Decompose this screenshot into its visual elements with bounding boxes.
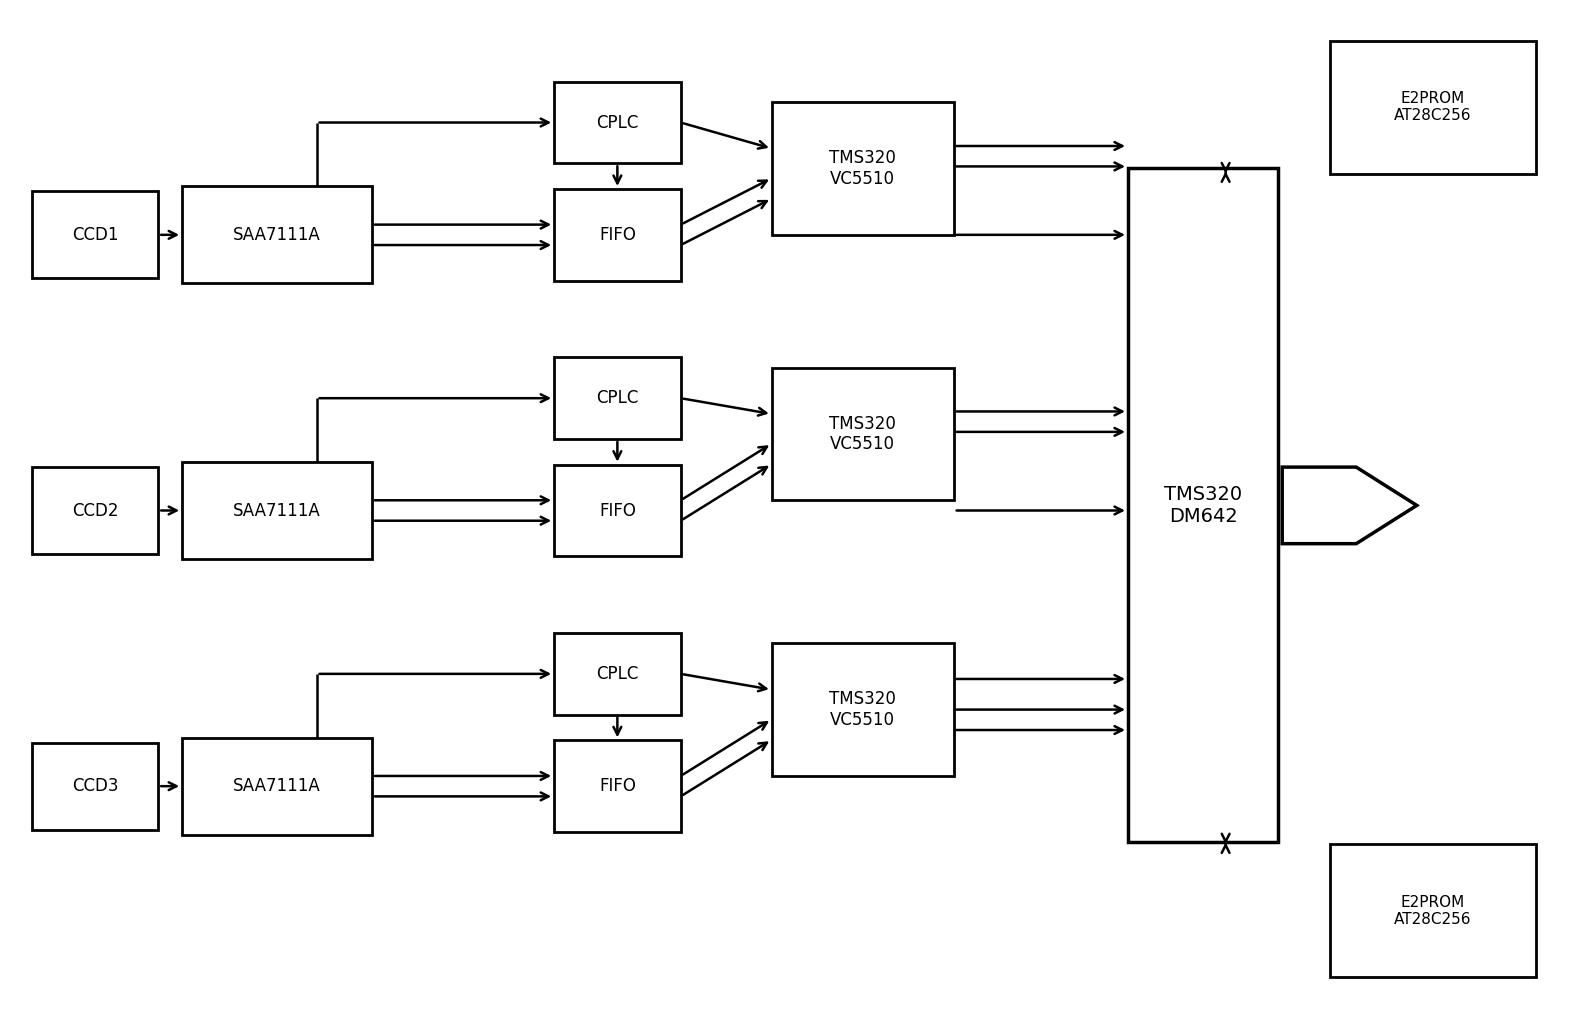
Text: CCD3: CCD3 <box>71 777 119 795</box>
Text: SAA7111A: SAA7111A <box>233 501 321 520</box>
Text: CPLC: CPLC <box>597 389 638 407</box>
Bar <box>773 643 953 776</box>
Bar <box>554 465 681 556</box>
Bar <box>32 743 158 829</box>
Bar <box>182 738 372 835</box>
Text: E2PROM
AT28C256: E2PROM AT28C256 <box>1395 894 1471 927</box>
Text: TMS320
VC5510: TMS320 VC5510 <box>829 149 896 188</box>
Bar <box>554 357 681 439</box>
Bar <box>554 189 681 281</box>
Bar <box>554 633 681 715</box>
Text: FIFO: FIFO <box>598 226 636 244</box>
Bar <box>1127 168 1279 842</box>
Text: FIFO: FIFO <box>598 777 636 795</box>
Text: FIFO: FIFO <box>598 501 636 520</box>
Bar <box>1330 844 1536 977</box>
Bar <box>554 82 681 163</box>
Polygon shape <box>1282 468 1417 543</box>
Bar <box>773 102 953 235</box>
Text: CPLC: CPLC <box>597 665 638 683</box>
Text: SAA7111A: SAA7111A <box>233 777 321 795</box>
Text: CPLC: CPLC <box>597 113 638 132</box>
Bar <box>182 186 372 283</box>
Text: SAA7111A: SAA7111A <box>233 226 321 244</box>
Text: TMS320
DM642: TMS320 DM642 <box>1164 485 1243 526</box>
Bar <box>32 468 158 553</box>
Bar <box>32 192 158 278</box>
Bar <box>1330 41 1536 174</box>
Text: TMS320
VC5510: TMS320 VC5510 <box>829 415 896 453</box>
Text: CCD2: CCD2 <box>71 501 119 520</box>
Bar <box>182 461 372 560</box>
Bar <box>554 740 681 832</box>
Text: CCD1: CCD1 <box>71 226 119 244</box>
Text: E2PROM
AT28C256: E2PROM AT28C256 <box>1395 91 1471 124</box>
Text: TMS320
VC5510: TMS320 VC5510 <box>829 690 896 729</box>
Bar <box>773 368 953 500</box>
